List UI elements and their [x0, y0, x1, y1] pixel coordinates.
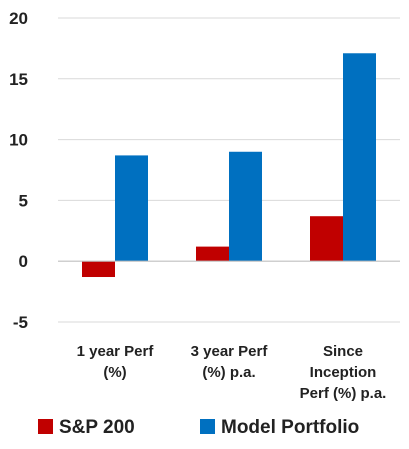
x-category-label: Since: [323, 343, 363, 360]
bar-sp200: [310, 216, 343, 261]
bar-model-portfolio: [115, 155, 148, 261]
x-category-label: (%): [103, 364, 126, 381]
x-category-label: Inception: [310, 364, 377, 381]
y-axis-ticks: 20 15 10 5 0 -5: [9, 9, 28, 332]
y-tick-label: 0: [19, 252, 28, 271]
y-tick-label: 15: [9, 70, 28, 89]
legend-swatch: [38, 419, 53, 434]
legend: S&P 200 Model Portfolio: [38, 417, 359, 438]
x-axis-labels: 1 year Perf (%) 3 year Perf (%) p.a. Since In…: [77, 343, 387, 402]
bars: [82, 53, 376, 277]
x-category-label: (%) p.a.: [202, 364, 255, 381]
y-tick-label: 20: [9, 9, 28, 28]
y-tick-label: 5: [19, 191, 28, 210]
bar-model-portfolio: [343, 53, 376, 261]
legend-label: Model Portfolio: [221, 417, 359, 438]
x-category-label: Perf (%) p.a.: [300, 385, 387, 402]
legend-swatch: [200, 419, 215, 434]
x-category-label: 1 year Perf: [77, 343, 155, 360]
x-category-label: 3 year Perf: [191, 343, 269, 360]
y-tick-label: 10: [9, 131, 28, 150]
y-tick-label: -5: [13, 313, 28, 332]
legend-label: S&P 200: [59, 417, 135, 438]
bar-sp200: [82, 261, 115, 277]
bar-sp200: [196, 247, 229, 262]
bar-model-portfolio: [229, 152, 262, 261]
